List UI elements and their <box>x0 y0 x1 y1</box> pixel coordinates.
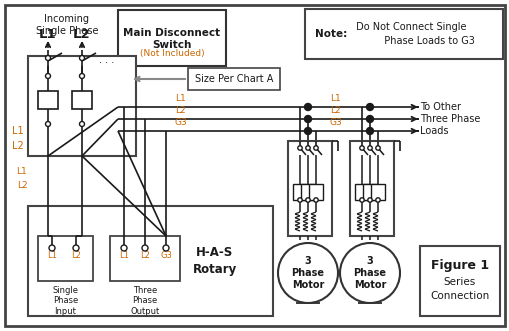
Bar <box>362 184 376 200</box>
Bar <box>288 141 331 236</box>
Circle shape <box>366 127 373 134</box>
Circle shape <box>313 198 318 202</box>
Circle shape <box>45 56 50 61</box>
Bar <box>28 56 136 156</box>
Circle shape <box>142 245 148 251</box>
Bar <box>304 9 502 59</box>
Text: L1: L1 <box>119 251 129 260</box>
Circle shape <box>79 121 84 126</box>
Circle shape <box>359 146 363 150</box>
Circle shape <box>304 127 311 134</box>
Bar <box>110 236 180 281</box>
Circle shape <box>305 198 309 202</box>
Circle shape <box>297 146 302 150</box>
Text: L1: L1 <box>17 166 27 175</box>
Circle shape <box>49 245 55 251</box>
Text: 3
Phase
Motor: 3 Phase Motor <box>291 257 324 290</box>
Text: L2: L2 <box>329 106 340 115</box>
Circle shape <box>73 245 79 251</box>
Text: L1: L1 <box>47 251 57 260</box>
Bar <box>28 206 272 316</box>
Circle shape <box>375 198 379 202</box>
Text: Three
Phase
Output: Three Phase Output <box>130 286 159 316</box>
Bar <box>72 91 92 109</box>
Text: L2: L2 <box>73 27 91 40</box>
Text: L1: L1 <box>329 94 340 103</box>
Bar <box>300 184 315 200</box>
Text: L2: L2 <box>71 251 81 260</box>
Bar <box>38 236 93 281</box>
Text: G3: G3 <box>329 118 342 127</box>
Circle shape <box>340 243 399 303</box>
Bar <box>188 68 279 90</box>
Circle shape <box>79 73 84 78</box>
Circle shape <box>163 245 168 251</box>
Bar <box>349 141 393 236</box>
Circle shape <box>304 104 311 111</box>
Circle shape <box>367 146 372 150</box>
Text: To Other
Three Phase
Loads: To Other Three Phase Loads <box>419 102 479 136</box>
Ellipse shape <box>179 218 250 304</box>
Text: 3
Phase
Motor: 3 Phase Motor <box>353 257 386 290</box>
Circle shape <box>375 146 379 150</box>
Text: L2: L2 <box>175 106 185 115</box>
Text: Single
Phase
Input: Single Phase Input <box>52 286 78 316</box>
Text: Incoming
Single Phase: Incoming Single Phase <box>36 14 98 36</box>
Text: Figure 1: Figure 1 <box>430 260 488 272</box>
Bar <box>354 184 369 200</box>
Bar <box>370 184 384 200</box>
Circle shape <box>305 146 309 150</box>
Text: L1: L1 <box>175 94 185 103</box>
Bar <box>308 184 322 200</box>
Text: Do Not Connect Single
          Phase Loads to G3: Do Not Connect Single Phase Loads to G3 <box>352 23 474 46</box>
Circle shape <box>45 73 50 78</box>
Text: H-A-S
Rotary: H-A-S Rotary <box>192 246 237 276</box>
Text: Main Disconnect
Switch: Main Disconnect Switch <box>123 28 220 50</box>
Text: L1: L1 <box>12 126 24 136</box>
Circle shape <box>45 121 50 126</box>
Text: . . .: . . . <box>99 55 115 65</box>
Text: Series
Connection: Series Connection <box>430 277 489 301</box>
Circle shape <box>79 56 84 61</box>
Text: Size Per Chart A: Size Per Chart A <box>194 74 273 84</box>
Text: L2: L2 <box>17 181 27 191</box>
Text: L2: L2 <box>140 251 150 260</box>
Bar <box>118 10 225 66</box>
Circle shape <box>366 104 373 111</box>
Bar <box>419 246 499 316</box>
Text: (Not Included): (Not Included) <box>139 49 204 58</box>
Text: Note:: Note: <box>315 29 347 39</box>
Bar <box>183 305 246 313</box>
Circle shape <box>359 198 363 202</box>
Circle shape <box>304 116 311 122</box>
Circle shape <box>313 146 318 150</box>
Bar <box>38 91 58 109</box>
Text: L1: L1 <box>39 27 56 40</box>
Text: G3: G3 <box>160 251 172 260</box>
Text: L2: L2 <box>12 141 24 151</box>
Circle shape <box>367 198 372 202</box>
Circle shape <box>366 116 373 122</box>
Text: G3: G3 <box>175 118 187 127</box>
Bar <box>293 184 306 200</box>
Bar <box>192 297 237 305</box>
Circle shape <box>277 243 337 303</box>
Circle shape <box>297 198 302 202</box>
Circle shape <box>121 245 127 251</box>
